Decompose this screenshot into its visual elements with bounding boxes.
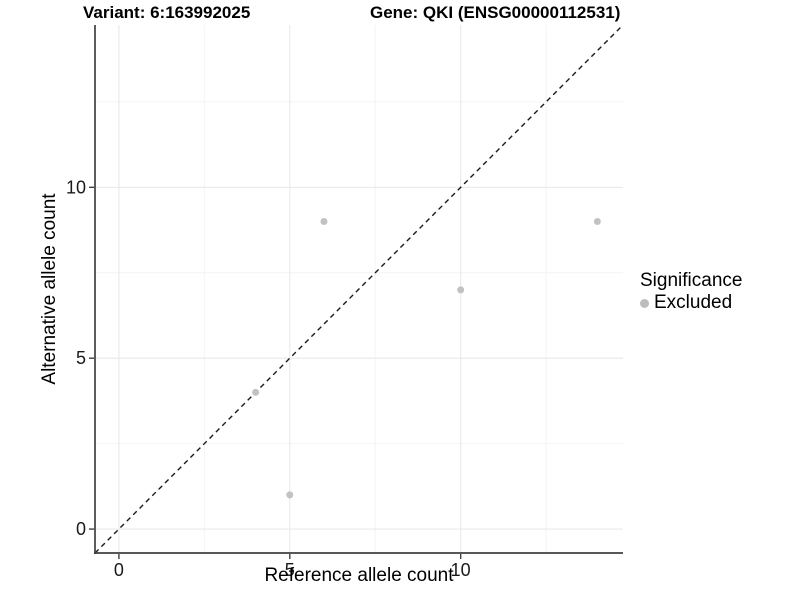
legend: Significance Excluded <box>640 270 742 314</box>
legend-item-excluded: Excluded <box>640 292 742 314</box>
data-point <box>252 388 260 396</box>
legend-item-label: Excluded <box>654 292 733 313</box>
y-axis-title: Alternative allele count <box>39 193 60 385</box>
x-axis-title: Reference allele count <box>264 565 454 586</box>
y-tick-label: 0 <box>76 519 86 539</box>
data-point <box>286 491 294 499</box>
x-tick-label: 0 <box>114 560 124 580</box>
x-tick-label: 5 <box>285 560 295 580</box>
data-point <box>320 218 328 226</box>
gene-title: Gene: QKI (ENSG00000112531) <box>370 3 621 22</box>
variant-title: Variant: 6:163992025 <box>83 3 251 22</box>
identity-line <box>94 24 624 554</box>
data-point <box>593 218 601 226</box>
data-point <box>457 286 465 294</box>
legend-title: Significance <box>640 270 743 291</box>
y-tick-label: 10 <box>66 177 86 197</box>
y-tick-label: 5 <box>76 348 86 368</box>
x-tick-label: 10 <box>451 560 471 580</box>
excluded-point-icon <box>640 298 649 308</box>
